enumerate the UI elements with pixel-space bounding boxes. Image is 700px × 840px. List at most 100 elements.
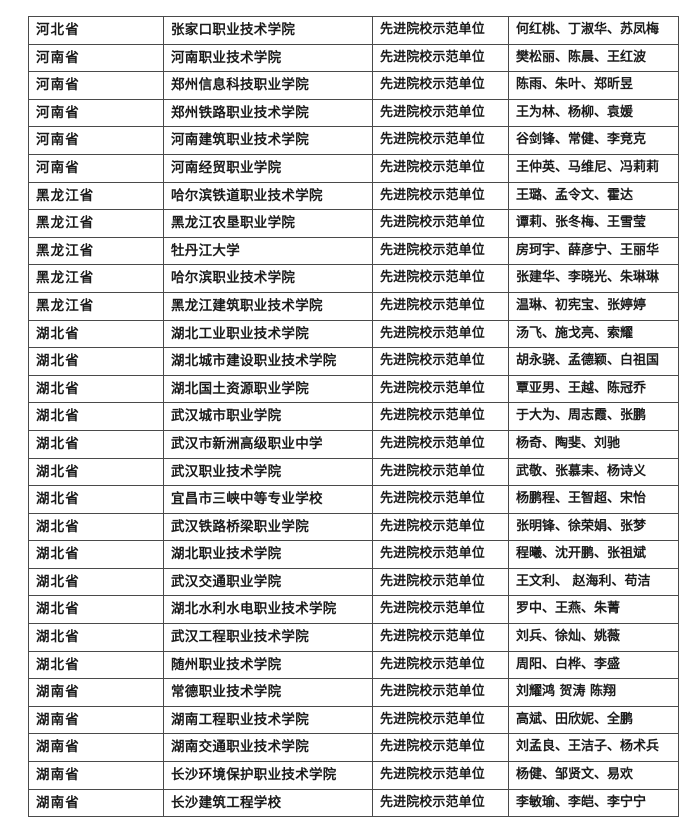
table-row: 河南省 河南经贸职业学院 先进院校示范单位 王仲英、马维尼、冯莉莉	[28, 153, 679, 183]
table-cell-honor: 先进院校示范单位	[372, 650, 509, 680]
table-cell-province: 湖北省	[28, 650, 164, 680]
table-cell-honor: 先进院校示范单位	[372, 512, 509, 542]
table-row: 湖北省 湖北国土资源职业学院 先进院校示范单位 覃亚男、王越、陈冠乔	[28, 374, 679, 404]
table-cell-honor: 先进院校示范单位	[372, 705, 509, 735]
table-cell-honor: 先进院校示范单位	[372, 595, 509, 625]
table-cell-names: 张建华、李晓光、朱琳琳	[508, 264, 679, 293]
table-row: 湖北省 湖北水利水电职业技术学院 先进院校示范单位 罗中、王燕、朱菁	[28, 595, 679, 625]
table-cell-honor: 先进院校示范单位	[372, 567, 509, 597]
table-cell-province: 湖南省	[28, 761, 164, 790]
table-row: 黑龙江省 哈尔滨职业技术学院 先进院校示范单位 张建华、李晓光、朱琳琳	[28, 264, 679, 293]
table-cell-province: 湖北省	[28, 595, 164, 625]
table-row: 黑龙江省 黑龙江建筑职业技术学院 先进院校示范单位 温琳、初宪宝、张婷婷	[28, 291, 679, 321]
table-cell-province: 湖北省	[28, 567, 164, 597]
table-cell-names: 刘孟良、王洁子、杨术兵	[508, 733, 679, 763]
table-cell-school: 随州职业技术学院	[163, 650, 373, 680]
table-cell-province: 黑龙江省	[28, 181, 164, 211]
table-row: 河南省 河南建筑职业技术学院 先进院校示范单位 谷剑锋、常健、李竞克	[28, 126, 679, 155]
table-row: 河南省 郑州铁路职业技术学院 先进院校示范单位 王为林、杨柳、袁媛	[28, 98, 679, 128]
table-cell-school: 常德职业技术学院	[163, 678, 373, 707]
table-cell-province: 湖南省	[28, 788, 164, 818]
table-cell-honor: 先进院校示范单位	[372, 43, 509, 73]
table-cell-school: 宜昌市三峡中等专业学校	[163, 485, 373, 514]
award-table-container: 河北省 张家口职业技术学院 先进院校示范单位 何红桃、丁淑华、苏凤梅 河南省 河南职业技术…	[28, 16, 679, 818]
table-cell-school: 黑龙江建筑职业技术学院	[163, 291, 373, 321]
table-cell-province: 湖南省	[28, 678, 164, 707]
table-cell-honor: 先进院校示范单位	[372, 98, 509, 128]
table-cell-province: 湖北省	[28, 429, 164, 459]
table-row: 湖北省 随州职业技术学院 先进院校示范单位 周阳、白桦、李盛	[28, 650, 679, 680]
table-row: 河南省 郑州信息科技职业学院 先进院校示范单位 陈雨、朱叶、郑昕昱	[28, 71, 679, 100]
table-cell-province: 河南省	[28, 126, 164, 155]
table-cell-school: 黑龙江农垦职业学院	[163, 209, 373, 238]
table-cell-names: 周阳、白桦、李盛	[508, 650, 679, 680]
table-cell-names: 王仲英、马维尼、冯莉莉	[508, 153, 679, 183]
table-row: 黑龙江省 黑龙江农垦职业学院 先进院校示范单位 谭莉、张冬梅、王雪莹	[28, 209, 679, 238]
table-row: 湖南省 长沙建筑工程学校 先进院校示范单位 李敏瑜、李皑、李宁宁	[28, 788, 679, 818]
table-cell-names: 谭莉、张冬梅、王雪莹	[508, 209, 679, 238]
table-cell-school: 河南建筑职业技术学院	[163, 126, 373, 155]
table-cell-school: 郑州铁路职业技术学院	[163, 98, 373, 128]
table-cell-names: 罗中、王燕、朱菁	[508, 595, 679, 625]
table-row: 湖南省 长沙环境保护职业技术学院 先进院校示范单位 杨健、邹贤文、易欢	[28, 761, 679, 790]
table-cell-honor: 先进院校示范单位	[372, 291, 509, 321]
table-cell-province: 河南省	[28, 153, 164, 183]
table-row: 湖北省 武汉工程职业技术学院 先进院校示范单位 刘兵、徐灿、姚薇	[28, 623, 679, 652]
table-row: 黑龙江省 牡丹江大学 先进院校示范单位 房珂宇、薛彦宁、王丽华	[28, 236, 679, 266]
table-cell-honor: 先进院校示范单位	[372, 236, 509, 266]
table-cell-names: 王文利、 赵海利、苟洁	[508, 567, 679, 597]
table-cell-honor: 先进院校示范单位	[372, 374, 509, 404]
table-row: 湖北省 湖北职业技术学院 先进院校示范单位 程曦、沈开鹏、张祖斌	[28, 540, 679, 569]
table-cell-honor: 先进院校示范单位	[372, 540, 509, 569]
table-cell-school: 河南经贸职业学院	[163, 153, 373, 183]
table-row: 湖南省 常德职业技术学院 先进院校示范单位 刘耀鸿 贺涛 陈翔	[28, 678, 679, 707]
table-cell-school: 张家口职业技术学院	[163, 16, 373, 45]
table-cell-names: 高斌、田欣妮、全鹏	[508, 705, 679, 735]
table-row: 湖北省 武汉城市职业学院 先进院校示范单位 于大为、周志霞、张鹏	[28, 402, 679, 431]
table-cell-names: 胡永骁、孟德颖、白祖国	[508, 347, 679, 376]
table-cell-names: 刘兵、徐灿、姚薇	[508, 623, 679, 652]
table-row: 湖南省 湖南交通职业技术学院 先进院校示范单位 刘孟良、王洁子、杨术兵	[28, 733, 679, 763]
table-cell-names: 温琳、初宪宝、张婷婷	[508, 291, 679, 321]
table-cell-honor: 先进院校示范单位	[372, 347, 509, 376]
table-cell-province: 湖南省	[28, 733, 164, 763]
table-cell-province: 湖南省	[28, 705, 164, 735]
table-row: 湖北省 湖北工业职业技术学院 先进院校示范单位 汤飞、施戈亮、索耀	[28, 319, 679, 349]
table-cell-school: 武汉工程职业技术学院	[163, 623, 373, 652]
table-cell-province: 湖北省	[28, 319, 164, 349]
table-cell-school: 武汉城市职业学院	[163, 402, 373, 431]
table-cell-province: 黑龙江省	[28, 236, 164, 266]
table-row: 湖北省 武汉交通职业学院 先进院校示范单位 王文利、 赵海利、苟洁	[28, 567, 679, 597]
table-cell-names: 汤飞、施戈亮、索耀	[508, 319, 679, 349]
table-cell-honor: 先进院校示范单位	[372, 181, 509, 211]
table-cell-names: 张明锋、徐荣娟、张梦	[508, 512, 679, 542]
table-cell-honor: 先进院校示范单位	[372, 402, 509, 431]
table-cell-province: 湖北省	[28, 623, 164, 652]
table-cell-names: 樊松丽、陈晨、王红波	[508, 43, 679, 73]
table-cell-names: 房珂宇、薛彦宁、王丽华	[508, 236, 679, 266]
table-cell-honor: 先进院校示范单位	[372, 485, 509, 514]
table-cell-names: 李敏瑜、李皑、李宁宁	[508, 788, 679, 818]
table-cell-names: 杨奇、陶斐、刘驰	[508, 429, 679, 459]
award-table: 河北省 张家口职业技术学院 先进院校示范单位 何红桃、丁淑华、苏凤梅 河南省 河南职业技术…	[28, 16, 679, 818]
table-cell-honor: 先进院校示范单位	[372, 788, 509, 818]
table-cell-school: 武汉铁路桥梁职业学院	[163, 512, 373, 542]
table-cell-school: 湖南工程职业技术学院	[163, 705, 373, 735]
table-cell-honor: 先进院校示范单位	[372, 16, 509, 45]
table-cell-province: 河南省	[28, 98, 164, 128]
table-cell-honor: 先进院校示范单位	[372, 761, 509, 790]
table-cell-honor: 先进院校示范单位	[372, 153, 509, 183]
table-cell-school: 河南职业技术学院	[163, 43, 373, 73]
table-row: 黑龙江省 哈尔滨铁道职业技术学院 先进院校示范单位 王璐、孟令文、霍达	[28, 181, 679, 211]
table-cell-names: 何红桃、丁淑华、苏凤梅	[508, 16, 679, 45]
table-row: 湖北省 湖北城市建设职业技术学院 先进院校示范单位 胡永骁、孟德颖、白祖国	[28, 347, 679, 376]
table-cell-school: 湖北城市建设职业技术学院	[163, 347, 373, 376]
table-row: 湖南省 湖南工程职业技术学院 先进院校示范单位 高斌、田欣妮、全鹏	[28, 705, 679, 735]
table-cell-province: 湖北省	[28, 374, 164, 404]
table-cell-honor: 先进院校示范单位	[372, 733, 509, 763]
table-row: 湖北省 武汉铁路桥梁职业学院 先进院校示范单位 张明锋、徐荣娟、张梦	[28, 512, 679, 542]
table-cell-names: 程曦、沈开鹏、张祖斌	[508, 540, 679, 569]
table-cell-province: 河南省	[28, 43, 164, 73]
table-cell-province: 河南省	[28, 71, 164, 100]
